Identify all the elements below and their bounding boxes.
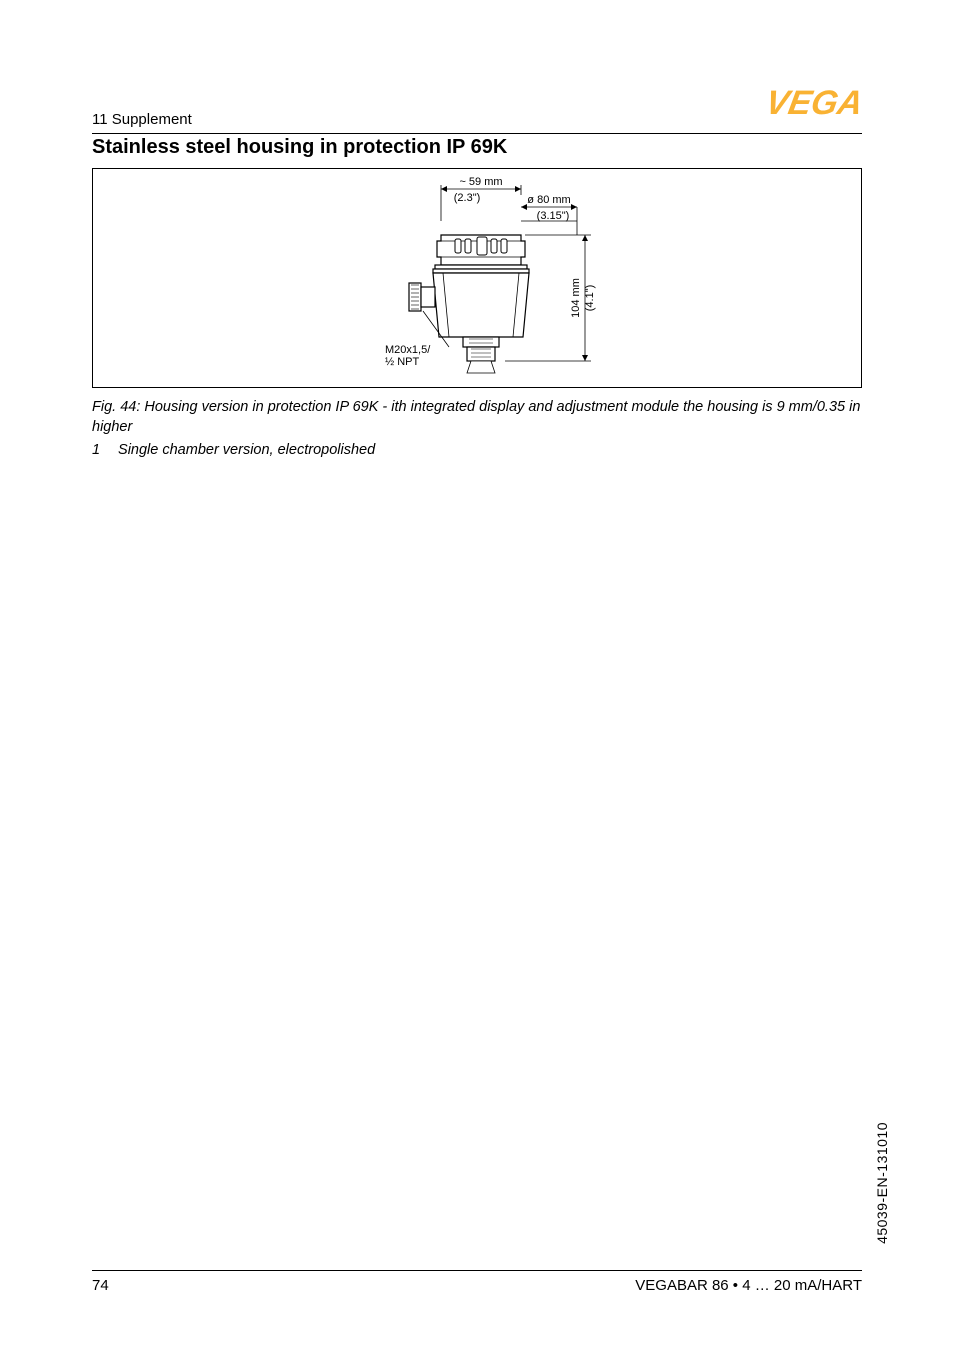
page-number: 74 xyxy=(92,1277,109,1294)
connector-label-1: M20x1,5/ xyxy=(385,344,431,356)
figure-inner: ~ 59 mm (2.3") ø 80 mm (3.15") xyxy=(93,169,861,387)
legend-num: 1 xyxy=(92,442,114,458)
page-footer: 74 VEGABAR 86 • 4 … 20 mA/HART xyxy=(92,1270,862,1294)
housing-svg: ~ 59 mm (2.3") ø 80 mm (3.15") xyxy=(375,177,655,381)
figure-legend: 1 Single chamber version, electropolishe… xyxy=(92,442,375,458)
housing-diagram: ~ 59 mm (2.3") ø 80 mm (3.15") xyxy=(375,177,655,381)
connector-label-2: ½ NPT xyxy=(385,356,420,368)
document-code: 45039-EN-131010 xyxy=(874,1122,890,1244)
page-header: 11 Supplement VEGA xyxy=(92,88,862,134)
dim-width-mm: ~ 59 mm xyxy=(459,177,502,188)
document-title: VEGABAR 86 • 4 … 20 mA/HART xyxy=(635,1277,862,1294)
dim-height-mm: 104 mm xyxy=(570,278,582,318)
dim-dia-mm: ø 80 mm xyxy=(527,194,570,206)
dim-height-in: (4.1") xyxy=(584,285,596,312)
section-label: 11 Supplement xyxy=(92,112,192,127)
logo-text: VEGA xyxy=(762,84,865,123)
brand-logo: VEGA xyxy=(766,84,862,123)
figure-frame: ~ 59 mm (2.3") ø 80 mm (3.15") xyxy=(92,168,862,388)
figure-caption: Fig. 44: Housing version in protection I… xyxy=(92,398,862,437)
figure-caption-text: Housing version in protection IP 69K - i… xyxy=(92,399,860,435)
dim-dia-in: (3.15") xyxy=(537,210,570,222)
dim-width-in: (2.3") xyxy=(454,192,481,204)
legend-text: Single chamber version, electropolished xyxy=(118,442,375,458)
figure-number: Fig. 44: xyxy=(92,399,140,415)
section-title: Stainless steel housing in protection IP… xyxy=(92,136,507,159)
